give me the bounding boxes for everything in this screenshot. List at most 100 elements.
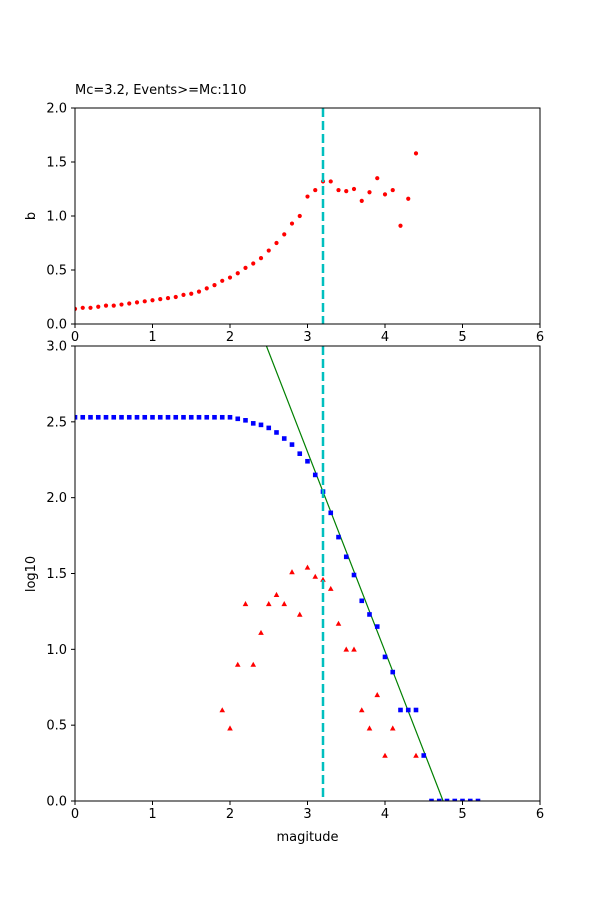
bottom-series-0-point-11 xyxy=(157,414,163,420)
bottom-series-0-point-40 xyxy=(382,654,388,660)
top-series-0-point-14 xyxy=(181,292,186,297)
bottom-series-1-point-20 xyxy=(374,692,381,698)
bottom-series-0-point-38 xyxy=(367,612,372,617)
bottom-series-0-point-27 xyxy=(281,436,287,441)
bottom-panel-axes: 0 1 2 3 4 5 6 0.0 0.5 1.0 1.5 2.0 2.5 3.0 xyxy=(46,340,544,823)
bottom-series-0-point-44 xyxy=(413,707,419,713)
bottom-series-0-point-2 xyxy=(88,414,93,420)
bottom-ytick-label-0: 0.0 xyxy=(46,795,67,810)
top-plot-area xyxy=(75,151,419,311)
top-series-0-point-34 xyxy=(336,187,341,193)
bottom-series-0-point-34 xyxy=(336,534,341,540)
bottom-series-0-point-35 xyxy=(343,554,349,560)
b-value-panel: Mc=3.2, Events>=Mc:110 0 1 2 3 4 5 6 0.0 0.5 1.0 1… xyxy=(24,83,544,345)
top-series-0-point-41 xyxy=(390,187,395,193)
bottom-series-0-point-5 xyxy=(111,414,117,420)
bottom-xtick-label-3: 3 xyxy=(303,807,311,822)
bottom-ytick-label-6: 3.0 xyxy=(46,340,67,355)
bottom-series-1-point-0 xyxy=(219,707,226,713)
bottom-xtick-label-4: 4 xyxy=(381,807,389,822)
top-series-0-point-16 xyxy=(196,289,202,294)
top-series-0-point-38 xyxy=(367,190,372,195)
bottom-series-0-point-0 xyxy=(75,414,78,420)
top-series-0-point-25 xyxy=(266,248,271,253)
bottom-series-0-point-14 xyxy=(181,414,186,420)
bottom-series-0-point-21 xyxy=(235,416,241,422)
bottom-series-0-point-25 xyxy=(266,425,272,431)
top-series-0-point-6 xyxy=(119,302,124,307)
bottom-series-1-point-14 xyxy=(327,585,334,591)
top-series-0-point-37 xyxy=(359,198,364,203)
top-series-0-point-24 xyxy=(258,256,264,261)
bottom-series-0-point-36 xyxy=(351,572,357,578)
bottom-xtick-label-2: 2 xyxy=(226,807,234,822)
top-series-0-point-11 xyxy=(158,297,163,302)
bottom-series-1-point-11 xyxy=(304,564,311,570)
bottom-series-0-point-49 xyxy=(452,798,458,801)
top-series-0-point-39 xyxy=(375,176,380,181)
bottom-series-1-point-19 xyxy=(366,725,373,731)
bottom-series-0-point-18 xyxy=(212,414,217,420)
bottom-series-0-point-1 xyxy=(80,414,86,420)
bottom-series-1-point-13 xyxy=(320,576,326,582)
top-series-0-point-0 xyxy=(75,306,78,311)
bottom-series-0-point-19 xyxy=(219,414,225,420)
top-series-0-point-2 xyxy=(88,305,93,310)
log10-panel: 0 1 2 3 4 5 6 0.0 0.5 1.0 1.5 2.0 2.5 3.0 magitude lo… xyxy=(24,340,544,846)
bottom-series-0-point-24 xyxy=(258,422,264,428)
bottom-series-0-point-28 xyxy=(289,442,295,447)
top-series-0-point-20 xyxy=(227,275,233,280)
top-series-0-point-26 xyxy=(274,240,279,246)
bottom-ytick-label-2: 1.0 xyxy=(46,643,67,658)
top-ytick-label-1: 0.5 xyxy=(46,264,67,279)
top-ytick-label-3: 1.5 xyxy=(46,156,67,171)
top-series-0-point-42 xyxy=(398,223,403,228)
bottom-series-0-point-52 xyxy=(475,798,481,801)
top-series-0-point-35 xyxy=(344,189,349,194)
bottom-ytick-label-5: 2.5 xyxy=(46,415,67,430)
top-series-0-point-3 xyxy=(96,304,101,309)
bottom-series-0-point-41 xyxy=(390,669,396,675)
bottom-series-1-point-2 xyxy=(234,661,241,667)
bottom-series-0-point-8 xyxy=(134,414,140,420)
top-series-0-point-40 xyxy=(382,192,388,197)
bottom-series-1-point-18 xyxy=(358,707,365,713)
bottom-series-1-point-21 xyxy=(382,752,388,758)
bottom-series-0-point-6 xyxy=(119,414,124,420)
bottom-series-0-point-12 xyxy=(165,414,171,420)
bottom-series-1-point-10 xyxy=(296,611,303,617)
bottom-ytick-label-1: 0.5 xyxy=(46,719,67,734)
bottom-series-0-point-10 xyxy=(150,414,155,420)
top-series-0-point-23 xyxy=(251,261,256,266)
bottom-plot-area xyxy=(75,346,481,801)
top-series-0-point-28 xyxy=(289,221,295,226)
top-series-0-point-18 xyxy=(212,283,217,288)
bottom-series-0-point-31 xyxy=(312,472,318,478)
top-series-0-point-44 xyxy=(413,151,419,156)
top-xtick-label-1: 1 xyxy=(148,330,156,345)
bottom-series-0-point-22 xyxy=(243,418,248,423)
top-xtick-label-3: 3 xyxy=(303,330,311,345)
bottom-ytick-label-3: 1.5 xyxy=(46,567,67,582)
bottom-series-0-point-15 xyxy=(188,414,194,420)
bottom-series-0-point-16 xyxy=(196,414,202,420)
bottom-series-0-point-50 xyxy=(460,798,465,801)
top-series-0-point-7 xyxy=(127,301,132,306)
bottom-series-0-point-33 xyxy=(328,510,334,516)
top-series-0-point-29 xyxy=(297,213,302,219)
top-series-0-point-33 xyxy=(328,179,333,184)
top-series-0-point-36 xyxy=(351,186,357,192)
top-series-0-point-31 xyxy=(313,187,318,193)
bottom-series-0-point-47 xyxy=(436,798,442,801)
bottom-series-0-point-23 xyxy=(250,421,256,426)
top-panel-title: Mc=3.2, Events>=Mc:110 xyxy=(75,83,247,98)
top-series-0-point-8 xyxy=(134,300,140,305)
top-series-0-point-5 xyxy=(111,303,116,308)
bottom-series-1-point-5 xyxy=(258,629,264,635)
bottom-series-1-point-8 xyxy=(281,601,288,607)
bottom-series-0-point-46 xyxy=(429,798,434,801)
top-ytick-label-0: 0.0 xyxy=(46,318,67,333)
bottom-series-1-point-16 xyxy=(343,646,350,652)
top-series-0-point-13 xyxy=(173,294,178,300)
